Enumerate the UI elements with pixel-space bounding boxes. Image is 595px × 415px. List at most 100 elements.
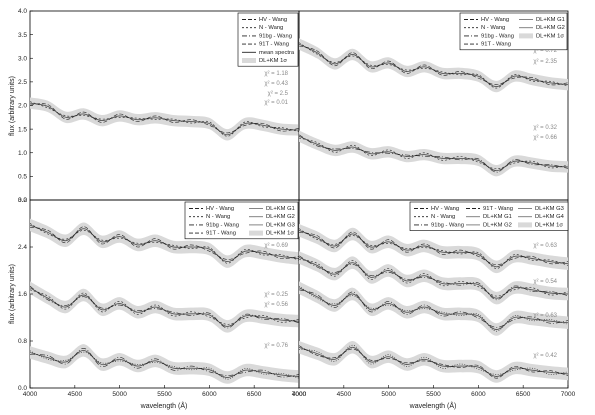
chi-square-label: χ² = 2.5 [268, 91, 289, 97]
observed-line [298, 345, 569, 379]
sigma-band [299, 251, 568, 305]
y-axis-label-bottom: flux (arbitrary units) [9, 264, 16, 324]
legend-swatch [242, 58, 256, 63]
y-tick-label: 3.0 [18, 55, 27, 62]
observed-line [298, 134, 569, 173]
legend: HV - Wang N - Wang 91bg - Wang 91T - Wang DL… [459, 12, 568, 51]
legend: HV - Wang N - Wang 91bg - Wang 91T - Wang DL… [184, 201, 299, 240]
x-tick-label: 5500 [157, 391, 172, 398]
chi-square-label: χ² = 0.01 [264, 100, 288, 106]
y-ticks: 0.0 0.5 1.0 1.5 2.0 2.5 3.0 3.5 4.0 [18, 8, 33, 204]
observed-line [298, 42, 569, 89]
legend-box [237, 12, 299, 67]
legend-entry: DL+KM G2 [266, 214, 295, 220]
legend-entry: DL+KM 1σ [536, 33, 564, 39]
legend-entry: DL+KM G2 [483, 222, 512, 228]
legend-entry: DL+KM G1 [483, 214, 512, 220]
legend-entry: DL+KM 1σ [259, 58, 287, 64]
observed-line [29, 223, 300, 264]
chi-square-label: χ² = 0.43 [264, 81, 288, 87]
legend-box [409, 201, 569, 231]
y-tick-label: 0.5 [18, 174, 27, 181]
x-tick-label: 7000 [561, 391, 576, 398]
chi-square-label: χ² = 0.25 [264, 292, 288, 298]
legend-entry: HV - Wang [259, 17, 287, 23]
sigma-band [299, 38, 568, 93]
chi-square-label: χ² = 0.63 [533, 243, 557, 249]
legend-entry: 91bg - Wang [431, 222, 464, 228]
chi-square-label: χ² = 2.35 [533, 59, 557, 65]
y-tick-label: 3.2 [18, 197, 27, 204]
series-lines [29, 101, 300, 137]
series-lines [298, 228, 569, 379]
y-tick-label: 3.5 [18, 32, 27, 39]
y-tick-label: 0.8 [18, 338, 27, 345]
legend-entry: HV - Wang [481, 17, 509, 23]
y-tick-label: 1.6 [18, 291, 27, 298]
legend-entry: HV - Wang [431, 206, 459, 212]
chi-labels: χ² = 0.72 χ² = 2.35 χ² = 0.32 χ² = 0.66 [533, 48, 557, 141]
x-ticks: 4000 4500 5000 5500 6000 6500 7000 [23, 385, 307, 398]
observed-line [29, 285, 300, 329]
legend-box [184, 201, 299, 240]
chi-labels: χ² = 1.18 χ² = 0.43 χ² = 2.5 χ² = 0.01 [264, 71, 288, 106]
legend-entry: DL+KM G2 [536, 25, 565, 31]
chi-square-label: χ² = 0.56 [264, 302, 288, 308]
legend-entry: DL+KM G3 [266, 222, 295, 228]
legend-entry: N - Wang [206, 214, 230, 220]
legend-entry: N - Wang [481, 25, 505, 31]
legend-swatch [518, 222, 532, 228]
y-tick-label: 2.5 [18, 79, 27, 86]
legend-entry: mean spectra [259, 50, 295, 56]
chi-square-label: χ² = 0.54 [533, 279, 557, 285]
chi-square-label: χ² = 0.63 [533, 313, 557, 319]
chi-square-label: χ² = 0.72 [533, 48, 557, 54]
legend-entry: N - Wang [259, 25, 283, 31]
legend-entry: DL+KM 1σ [535, 222, 563, 228]
legend: HV - Wang N - Wang 91bg - Wang 91T - Wang me… [237, 12, 299, 67]
legend: HV - Wang N - Wang 91bg - Wang 91T - Wang DL… [409, 201, 569, 231]
x-tick-label: 4000 [292, 391, 307, 398]
chi-square-label: χ² = 0.69 [264, 243, 288, 249]
x-tick-label: 6000 [202, 391, 217, 398]
legend-entry: 91bg - Wang [481, 33, 514, 39]
x-tick-label: 6500 [516, 391, 531, 398]
chi-square-label: χ² = 0.76 [264, 343, 288, 349]
legend-swatch [519, 33, 533, 39]
observed-line [298, 255, 569, 301]
y-axis-label-top: flux (arbitrary units) [9, 76, 16, 136]
x-tick-label: 6000 [471, 391, 486, 398]
y-tick-label: 0.0 [18, 385, 27, 392]
chi-labels: χ² = 0.69 χ² = 0.25 χ² = 0.56 χ² = 0.76 [264, 243, 288, 349]
panel-top-right: χ² = 0.72 χ² = 2.35 χ² = 0.32 χ² = 0.66 HV … [298, 10, 569, 201]
x-tick-label: 5500 [426, 391, 441, 398]
x-tick-label: 5000 [381, 391, 396, 398]
y-tick-label: 0.0 [18, 197, 27, 204]
legend-entry: 91bg - Wang [206, 222, 239, 228]
legend-entry: 91T - Wang [483, 206, 513, 212]
observed-line [298, 228, 569, 269]
sigma-band [299, 130, 568, 177]
legend-entry: DL+KM G3 [535, 206, 564, 212]
legend-entry: DL+KM G4 [535, 214, 565, 220]
sigma-band [299, 281, 568, 336]
x-tick-label: 4500 [68, 391, 83, 398]
legend-swatch [249, 230, 263, 236]
chi-square-label: χ² = 1.18 [264, 71, 288, 77]
panel-top-left: 0.00.51.01.52.02.53.03.54.0 χ² = 1.18χ² … [18, 8, 300, 204]
x-axis-label-right: wavelength (Å) [409, 401, 457, 410]
chi-square-label: χ² = 0.66 [533, 135, 557, 141]
x-tick-label: 7000 [292, 391, 307, 398]
observed-line [29, 350, 300, 380]
y-tick-label: 2.4 [18, 244, 27, 251]
panel-bottom-right: 4000 4500 5000 5500 6000 6500 7000 χ² = 0.63χ²… [292, 199, 576, 398]
panel-bottom-left: 0.0 0.8 1.6 2.4 3.2 4000 4500 5000 5500 6000 6500… [18, 197, 307, 398]
observed-line [298, 285, 569, 332]
y-tick-label: 4.0 [18, 8, 27, 15]
sigma-bands [299, 38, 568, 177]
x-ticks: 4000 4500 5000 5500 6000 6500 7000 [292, 385, 576, 398]
series-lines [29, 223, 300, 380]
legend-entry: 91T - Wang [481, 42, 511, 48]
series-lines [298, 42, 569, 173]
